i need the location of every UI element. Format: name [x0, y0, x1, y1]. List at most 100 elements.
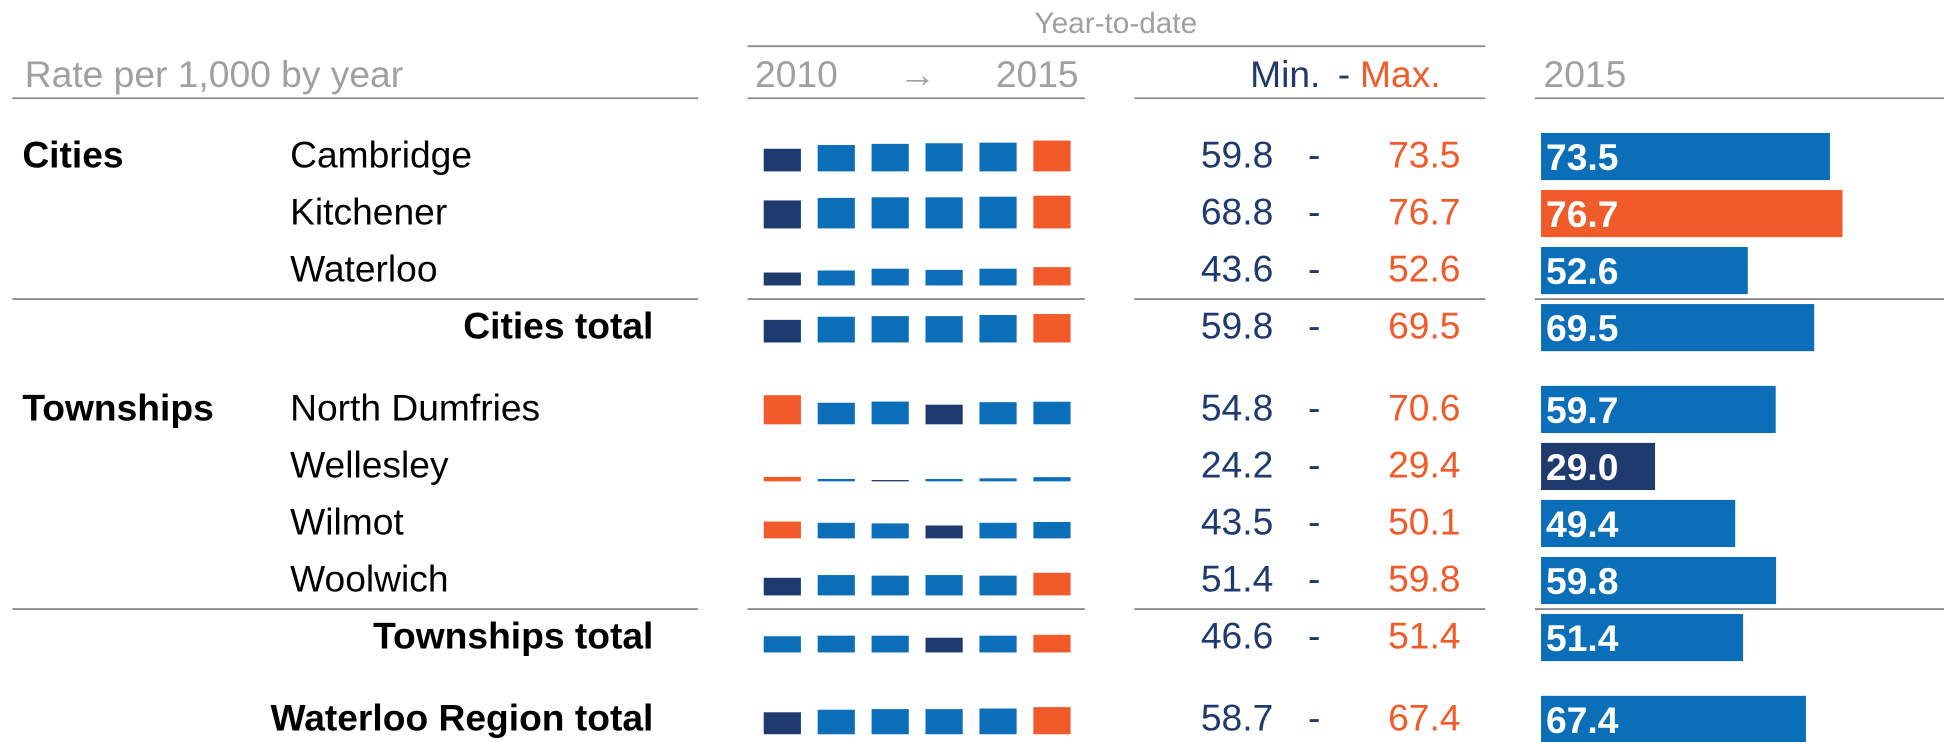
separator: -	[1308, 501, 1320, 543]
spark-bar	[979, 402, 1017, 425]
min-header: Min.	[1250, 53, 1320, 95]
value-bar	[1541, 385, 1776, 433]
separator: -	[1308, 615, 1320, 657]
spark-bar	[925, 478, 963, 482]
spark-bar	[979, 314, 1017, 343]
spark-bar	[925, 269, 963, 286]
separator: -	[1308, 305, 1320, 347]
spark-bar	[925, 404, 963, 425]
spark-bar	[763, 712, 801, 735]
max-value: 59.8	[1388, 558, 1460, 600]
spark-bar	[871, 575, 909, 596]
min-value: 58.7	[1201, 696, 1273, 738]
value-bar	[1541, 247, 1748, 295]
max-value: 76.7	[1388, 191, 1460, 233]
spark-bar	[871, 401, 909, 425]
spark-bar	[979, 522, 1017, 539]
from-year: 2010	[755, 53, 838, 95]
spark-bar	[763, 148, 801, 172]
value-label: 59.7	[1546, 389, 1618, 431]
min-value: 51.4	[1201, 558, 1273, 600]
max-value: 69.5	[1388, 305, 1460, 347]
value-bar	[1541, 442, 1656, 491]
spark-bar	[763, 395, 801, 425]
min-value: 68.8	[1201, 191, 1273, 233]
value-label: 59.8	[1546, 560, 1618, 602]
min-value: 43.6	[1201, 248, 1273, 290]
spark-bar	[1033, 195, 1071, 229]
row-name: Wilmot	[290, 501, 404, 543]
max-value: 50.1	[1388, 501, 1460, 543]
spark-bar	[871, 197, 909, 229]
spark-bar	[817, 197, 855, 229]
value-bar	[1541, 556, 1777, 605]
value-label: 67.4	[1546, 699, 1619, 741]
row-name: Woolwich	[290, 558, 448, 600]
spark-bar	[1033, 572, 1071, 596]
spark-bar	[979, 635, 1017, 653]
min-value: 43.5	[1201, 501, 1273, 543]
spark-bar	[871, 635, 909, 653]
value-bar	[1541, 695, 1806, 742]
value-bar	[1541, 304, 1815, 352]
spark-bar	[925, 709, 963, 735]
current-year: 2015	[1544, 53, 1627, 95]
row-name: Kitchener	[290, 191, 447, 233]
group-label: Townships	[22, 387, 213, 429]
spark-bar	[925, 197, 963, 229]
spark-bar	[817, 575, 855, 596]
min-value: 59.8	[1201, 134, 1273, 176]
row-name: North Dumfries	[290, 387, 540, 429]
separator: -	[1308, 387, 1320, 429]
max-value: 51.4	[1388, 615, 1460, 657]
max-value: 73.5	[1388, 134, 1460, 176]
arrow: →	[899, 53, 936, 95]
max-value: 67.4	[1388, 696, 1460, 738]
value-bar	[1541, 614, 1744, 662]
spark-bar	[1033, 401, 1071, 425]
value-bar	[1541, 499, 1736, 548]
spark-bar	[1033, 477, 1071, 482]
total-name: Waterloo Region total	[270, 696, 653, 738]
min-value: 54.8	[1201, 387, 1273, 429]
spark-bar	[817, 270, 855, 286]
row-name: Wellesley	[290, 444, 449, 486]
spark-bar	[871, 523, 909, 539]
spark-bar	[817, 522, 855, 539]
separator: -	[1308, 134, 1320, 176]
value-label: 29.0	[1546, 446, 1618, 488]
value-label: 76.7	[1546, 193, 1618, 235]
max-value: 52.6	[1388, 248, 1460, 290]
spark-bar	[925, 143, 963, 172]
spark-bar	[871, 480, 909, 482]
spark-bar	[925, 316, 963, 343]
spark-bar	[979, 708, 1017, 735]
spark-bar	[925, 637, 963, 653]
group-label: Cities	[22, 134, 123, 176]
spark-bar	[925, 525, 963, 539]
value-label: 49.4	[1546, 503, 1619, 545]
value-label: 51.4	[1546, 617, 1619, 659]
separator: -	[1308, 191, 1320, 233]
dash-header: -	[1338, 53, 1350, 95]
value-bar	[1541, 132, 1830, 181]
min-value: 59.8	[1201, 305, 1273, 347]
spark-bar	[1033, 634, 1071, 653]
spark-bar	[817, 709, 855, 735]
spark-bar	[817, 145, 855, 172]
spark-bar	[763, 200, 801, 229]
spark-bar	[1033, 521, 1071, 539]
spark-bar	[817, 635, 855, 653]
separator: -	[1308, 444, 1320, 486]
min-value: 46.6	[1201, 615, 1273, 657]
spark-bar	[763, 521, 801, 539]
spark-bar	[763, 476, 801, 482]
total-name: Cities total	[463, 305, 653, 347]
table-title: Rate per 1,000 by year	[25, 53, 403, 95]
spark-bar	[763, 319, 801, 343]
to-year: 2015	[996, 53, 1079, 95]
value-label: 52.6	[1546, 250, 1618, 292]
spark-bar	[1033, 707, 1071, 735]
spark-bar	[871, 316, 909, 343]
